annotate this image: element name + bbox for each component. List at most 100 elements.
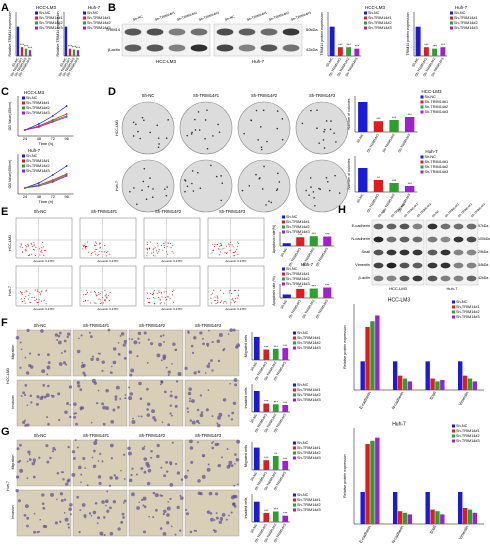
cell — [209, 512, 213, 515]
cell — [50, 492, 54, 497]
event — [30, 242, 32, 244]
legend-swatch — [293, 441, 296, 445]
cell — [46, 460, 50, 464]
cell — [197, 370, 201, 374]
cell — [158, 342, 162, 347]
cell — [187, 331, 190, 334]
cell — [26, 477, 29, 480]
significance: *** — [408, 182, 413, 186]
legend-swatch — [22, 159, 25, 163]
cell-label: HCC-LM3 — [389, 286, 408, 291]
column-label: Sh-NC — [142, 93, 155, 98]
bar — [20, 47, 24, 56]
event — [226, 252, 228, 254]
colony — [142, 180, 145, 183]
event — [38, 291, 40, 293]
band — [238, 44, 256, 52]
cell — [154, 508, 158, 512]
legend-swatch — [282, 277, 285, 281]
event — [221, 244, 223, 246]
legend-swatch — [364, 26, 367, 30]
bar — [397, 375, 403, 390]
legend-swatch — [282, 272, 285, 276]
bar — [432, 48, 438, 56]
colony — [308, 194, 310, 196]
legend-label: Sh-TRIM14#3 — [297, 398, 321, 402]
cell — [79, 408, 82, 411]
event — [219, 251, 221, 253]
cell — [223, 347, 226, 350]
event — [147, 301, 149, 303]
cell — [228, 514, 230, 517]
event — [40, 251, 42, 253]
event — [146, 252, 148, 254]
event — [225, 252, 227, 254]
cell — [230, 511, 233, 514]
event — [21, 292, 23, 294]
cell — [17, 499, 21, 503]
cell — [24, 394, 27, 397]
cell — [123, 357, 127, 360]
blot-label: Vimentin — [355, 263, 370, 267]
colony — [248, 185, 251, 187]
cell — [216, 423, 221, 428]
cell — [124, 394, 127, 396]
flow-plot — [15, 265, 73, 307]
cell — [187, 469, 190, 472]
cell — [69, 503, 73, 507]
cell — [76, 495, 80, 499]
cell — [189, 530, 193, 534]
event — [27, 246, 29, 248]
cell — [59, 492, 64, 496]
cell — [67, 523, 70, 526]
legend-swatch — [22, 154, 25, 158]
legend-label: Sh-TRIM14#2 — [26, 106, 50, 110]
legend-swatch — [35, 16, 38, 20]
cell — [206, 364, 211, 369]
cell — [50, 394, 53, 397]
legend-swatch — [420, 100, 424, 104]
bar — [323, 236, 332, 246]
panel-letter: D — [108, 86, 116, 98]
event — [164, 302, 166, 304]
cell — [83, 373, 87, 377]
cell — [56, 498, 58, 501]
event — [217, 301, 219, 303]
cell — [62, 478, 65, 481]
event — [100, 299, 102, 301]
cell — [76, 380, 81, 385]
colony — [199, 187, 202, 190]
bar — [360, 492, 365, 524]
dish — [295, 159, 349, 213]
legend-label: Sh-NC — [286, 215, 298, 219]
cell — [140, 467, 144, 470]
event — [173, 301, 175, 303]
bar — [272, 348, 279, 360]
event — [160, 292, 162, 294]
bar — [370, 321, 375, 390]
event — [162, 249, 164, 251]
event — [102, 297, 104, 299]
label: Sh-NC — [132, 14, 143, 21]
axis-label: Annexin V-FITC — [161, 259, 183, 263]
cell — [184, 366, 188, 371]
event — [98, 250, 100, 252]
event — [39, 254, 41, 256]
colony — [157, 146, 160, 149]
event — [98, 243, 100, 245]
cell — [82, 456, 86, 460]
cell — [36, 530, 39, 534]
bar — [296, 288, 305, 298]
cell — [141, 447, 145, 451]
cell — [64, 410, 68, 415]
significance: ** — [377, 176, 380, 180]
event — [31, 296, 33, 298]
point — [65, 113, 68, 115]
bar — [467, 378, 473, 390]
bar — [462, 508, 468, 524]
legend-swatch — [420, 170, 424, 174]
bar — [462, 375, 468, 390]
cell — [207, 463, 210, 466]
cell — [159, 527, 163, 530]
legend-swatch — [452, 429, 455, 433]
